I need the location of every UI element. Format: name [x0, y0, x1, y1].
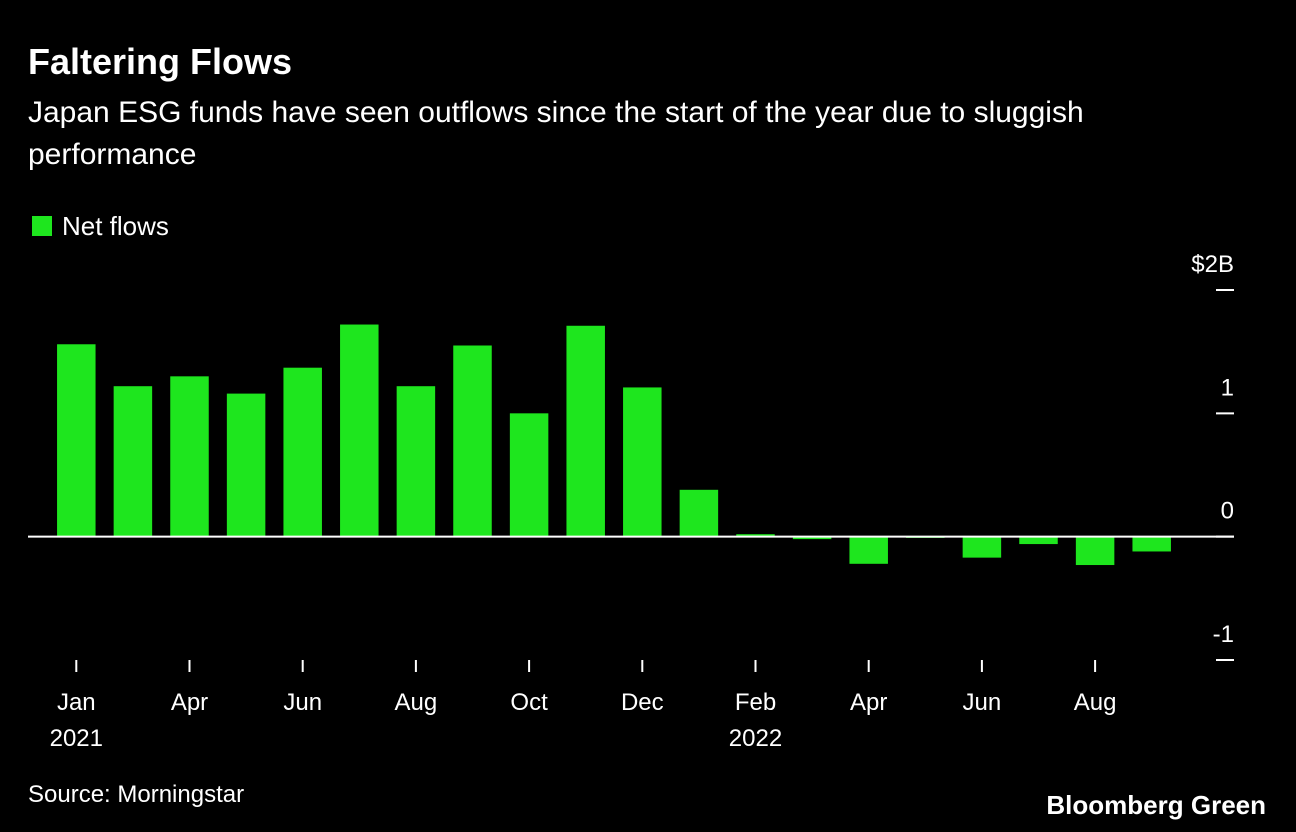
- x-tick-label: Apr: [850, 689, 887, 716]
- bar: [283, 367, 322, 537]
- x-tick-label: Oct: [510, 689, 548, 716]
- legend-label: Net flows: [62, 211, 169, 241]
- chart-subtitle: Japan ESG funds have seen outflows since…: [28, 96, 1084, 171]
- y-tick-label: 0: [1221, 498, 1234, 525]
- bar: [566, 325, 605, 537]
- bar: [170, 376, 209, 537]
- bar: [736, 534, 775, 537]
- bar: [340, 324, 379, 537]
- chart-title: Faltering Flows: [28, 41, 292, 82]
- bar: [396, 386, 436, 537]
- bar: [962, 536, 1002, 558]
- bar: [57, 344, 96, 537]
- x-year-label: 2021: [50, 725, 103, 752]
- bar: [226, 393, 266, 537]
- x-tick-label: Feb: [735, 689, 776, 716]
- x-tick-label: Jun: [963, 689, 1002, 716]
- x-tick-label: Jun: [283, 689, 322, 716]
- bar: [623, 387, 662, 537]
- bar: [453, 345, 492, 537]
- bar: [849, 536, 888, 564]
- bar: [1075, 536, 1115, 566]
- bar: [1132, 536, 1171, 552]
- x-tick-label: Apr: [171, 689, 208, 716]
- bar: [113, 386, 153, 537]
- y-tick-label: -1: [1213, 621, 1234, 648]
- x-tick-label: Jan: [57, 689, 96, 716]
- bar: [509, 413, 549, 537]
- bar: [792, 536, 832, 540]
- brand: Bloomberg Green: [1046, 790, 1266, 820]
- x-year-label: 2022: [729, 725, 782, 752]
- x-tick-label: Aug: [395, 689, 438, 716]
- bar: [679, 489, 719, 537]
- y-tick-label: 1: [1221, 374, 1234, 401]
- x-tick-label: Dec: [621, 689, 664, 716]
- y-tick-label: $2B: [1191, 251, 1234, 278]
- legend-swatch: [32, 216, 52, 236]
- bar: [1019, 536, 1058, 545]
- source: Source: Morningstar: [28, 781, 244, 808]
- x-tick-label: Aug: [1074, 689, 1117, 716]
